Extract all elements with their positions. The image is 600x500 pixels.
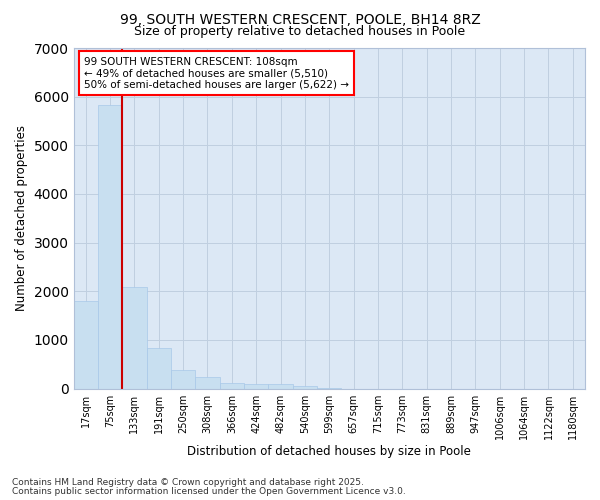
Bar (171, 370, 196, 388)
X-axis label: Distribution of detached houses by size in Poole: Distribution of detached houses by size … (187, 444, 471, 458)
Bar (146, 348, 171, 389)
Text: Contains public sector information licensed under the Open Government Licence v3: Contains public sector information licen… (12, 487, 406, 496)
Bar (196, 377, 220, 388)
Bar (74, 302, 98, 388)
Bar (244, 384, 268, 388)
Bar (122, 288, 146, 388)
Text: 99 SOUTH WESTERN CRESCENT: 108sqm
← 49% of detached houses are smaller (5,510)
5: 99 SOUTH WESTERN CRESCENT: 108sqm ← 49% … (84, 56, 349, 90)
Text: 99, SOUTH WESTERN CRESCENT, POOLE, BH14 8RZ: 99, SOUTH WESTERN CRESCENT, POOLE, BH14 … (119, 12, 481, 26)
Bar (98, 106, 122, 389)
Bar (293, 386, 317, 388)
Text: Contains HM Land Registry data © Crown copyright and database right 2025.: Contains HM Land Registry data © Crown c… (12, 478, 364, 487)
Bar (268, 384, 293, 388)
Text: Size of property relative to detached houses in Poole: Size of property relative to detached ho… (134, 25, 466, 38)
Y-axis label: Number of detached properties: Number of detached properties (15, 126, 28, 312)
Bar (220, 382, 244, 388)
